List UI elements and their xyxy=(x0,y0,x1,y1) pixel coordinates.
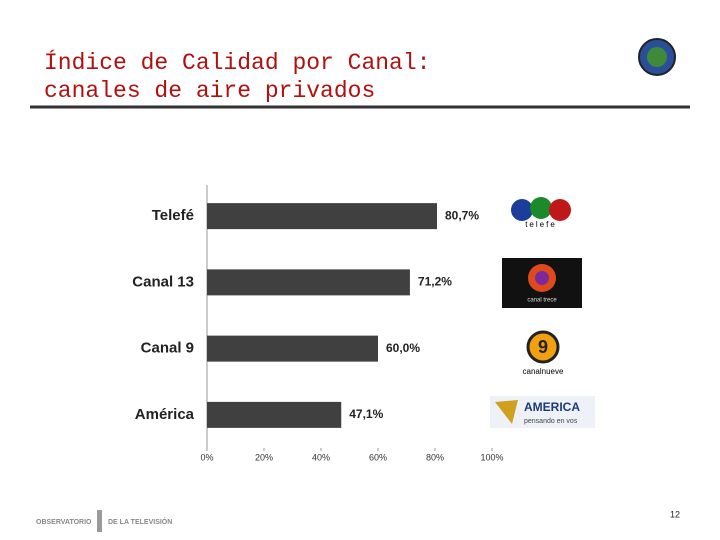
logo-text: telefe xyxy=(525,220,557,229)
x-tick-label: 100% xyxy=(480,452,503,462)
logo-nueve: 9 canalnueve xyxy=(523,330,564,376)
value-label: 71,2% xyxy=(418,275,452,289)
title-line: canales de aire privados xyxy=(44,78,375,104)
logo-trece: canal trece xyxy=(502,258,582,308)
bar xyxy=(207,269,410,296)
logo-text: canal trece xyxy=(527,298,557,304)
svg-text:9: 9 xyxy=(538,337,548,357)
page-number: 12 xyxy=(670,509,680,519)
bar xyxy=(207,401,342,428)
value-label: 80,7% xyxy=(445,208,479,222)
category-label: Telefé xyxy=(152,207,194,224)
footer-right: DE LA TELEVISIÓN xyxy=(108,517,172,526)
footer-bar xyxy=(97,510,102,532)
logo-america: AMERICA pensando en vos xyxy=(490,396,595,428)
bar xyxy=(207,335,378,362)
logo-text: pensando en vos xyxy=(524,418,578,425)
x-tick-label: 40% xyxy=(312,452,330,462)
x-tick-label: 0% xyxy=(200,452,213,462)
value-label: 60,0% xyxy=(386,341,420,355)
logo-text: AMERICA xyxy=(524,400,580,414)
value-label: 47,1% xyxy=(349,407,383,421)
x-tick-label: 20% xyxy=(255,452,273,462)
category-label: América xyxy=(135,406,195,423)
bar xyxy=(207,203,437,230)
logo-text: canalnueve xyxy=(523,367,564,376)
x-tick-label: 60% xyxy=(369,452,387,462)
title-line: Índice de Calidad por Canal: xyxy=(44,49,430,76)
logo-telefe: telefe xyxy=(511,197,571,229)
x-tick-label: 80% xyxy=(426,452,444,462)
footer-left: OBSERVATORIO xyxy=(36,519,92,526)
emblem xyxy=(638,38,676,76)
category-label: Canal 9 xyxy=(141,340,194,357)
category-label: Canal 13 xyxy=(132,273,194,290)
